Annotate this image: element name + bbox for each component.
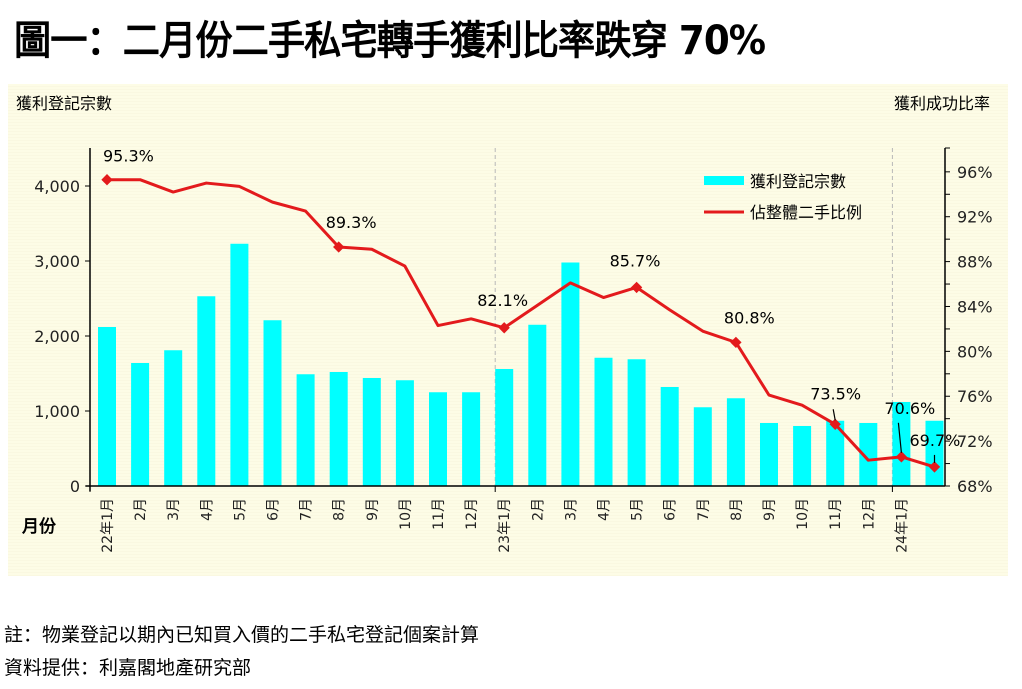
bar — [296, 374, 315, 486]
bar — [462, 392, 481, 486]
x-tick-label: 2月 — [530, 498, 546, 521]
line-marker — [333, 241, 345, 253]
line-series — [107, 178, 935, 469]
y2-tick-label: 96% — [957, 163, 993, 182]
data-label: 80.8% — [724, 308, 775, 327]
bar — [429, 392, 447, 486]
bar — [495, 369, 514, 486]
x-tick-label: 5月 — [630, 498, 646, 521]
data-label: 69.7% — [910, 431, 961, 450]
line-marker — [630, 281, 643, 294]
x-tick-label: 3月 — [166, 498, 182, 521]
y2-tick-label: 88% — [957, 253, 993, 272]
bar — [561, 262, 580, 486]
line-marker — [829, 418, 841, 430]
combo-chart: 獲利登記宗數 獲利成功比率 月份 0 1,000 2,000 3,000 4,000 68… — [16, 94, 993, 553]
x-tick-label: 7月 — [299, 498, 315, 521]
bar — [362, 378, 381, 486]
x-tick-label: 6月 — [663, 498, 679, 521]
x-tick-label: 5月 — [232, 498, 248, 521]
x-tick-label: 10月 — [398, 498, 414, 530]
bar — [760, 423, 778, 486]
x-tick-label: 3月 — [563, 498, 579, 521]
bar — [98, 327, 116, 486]
data-label: 95.3% — [103, 147, 154, 166]
x-tick-label: 23年1月 — [497, 498, 513, 553]
annotation-leader — [897, 422, 902, 453]
page-title: 圖一：二月份二手私宅轉手獲利比率跌穿 70% — [14, 18, 766, 64]
bar — [859, 423, 878, 486]
x-tick-label: 10月 — [795, 498, 811, 530]
bar — [793, 426, 812, 486]
data-label: 70.6% — [884, 399, 935, 418]
data-label: 85.7% — [610, 251, 661, 270]
bar — [329, 372, 348, 486]
y-tick-label: 4,000 — [34, 177, 80, 196]
x-tick-label: 12月 — [861, 498, 877, 530]
bar — [594, 357, 613, 486]
bar — [164, 350, 183, 486]
data-label: 73.5% — [810, 384, 861, 403]
y2-tick-label: 92% — [957, 208, 993, 227]
bar — [197, 296, 216, 486]
x-tick-label: 8月 — [332, 498, 348, 521]
line-marker — [730, 336, 742, 349]
y2-tick-label: 72% — [957, 432, 993, 451]
y2-tick-label: 76% — [957, 387, 993, 406]
y-tick-label: 3,000 — [34, 252, 80, 271]
bar — [726, 398, 745, 486]
x-tick-label: 12月 — [464, 498, 480, 530]
x-tick-label: 4月 — [199, 498, 215, 521]
bar — [693, 407, 712, 486]
right-axis-title: 獲利成功比率 — [894, 94, 990, 113]
y-tick-label: 1,000 — [34, 402, 80, 421]
legend-label: 佔整體二手比例 — [750, 203, 862, 222]
y2-tick-label: 68% — [957, 477, 993, 496]
x-tick-label: 11月 — [828, 498, 844, 530]
annotation-leader — [832, 409, 836, 421]
bar — [263, 320, 282, 486]
data-label: 82.1% — [477, 291, 528, 310]
y-tick-label: 0 — [70, 477, 80, 496]
x-tick-label: 11月 — [431, 498, 447, 530]
bar — [131, 363, 150, 486]
bar — [826, 420, 845, 486]
bar — [925, 420, 944, 486]
bar — [627, 359, 646, 486]
source-note: 資料提供：利嘉閣地產研究部 — [4, 657, 252, 679]
x-tick-label: 9月 — [762, 498, 778, 521]
line-marker — [498, 322, 510, 334]
x-tick-label: 9月 — [365, 498, 381, 521]
y-tick-label: 2,000 — [34, 327, 80, 346]
bar — [395, 380, 414, 486]
x-tick-label: 7月 — [696, 498, 712, 521]
bar — [528, 324, 547, 486]
y2-tick-label: 84% — [957, 297, 993, 316]
x-tick-label: 24年1月 — [894, 498, 910, 553]
bar — [660, 387, 679, 486]
footnote: 註：物業登記以期內已知買入價的二手私宅登記個案計算 — [4, 624, 480, 646]
chart-area: 獲利登記宗數 獲利成功比率 月份 0 1,000 2,000 3,000 4,000 68… — [8, 84, 1008, 576]
data-label: 89.3% — [326, 213, 377, 232]
x-tick-label: 2月 — [133, 498, 149, 521]
left-axis-title: 獲利登記宗數 — [16, 94, 112, 113]
bar — [892, 402, 911, 486]
y2-tick-label: 80% — [957, 342, 993, 361]
bar — [230, 243, 249, 486]
legend-label: 獲利登記宗數 — [750, 172, 846, 191]
x-tick-label: 4月 — [597, 498, 613, 521]
line-marker — [928, 461, 941, 473]
x-tick-label: 8月 — [729, 498, 745, 521]
legend-swatch-bar — [704, 176, 744, 185]
x-axis-title: 月份 — [21, 516, 57, 537]
x-tick-label: 22年1月 — [100, 498, 116, 553]
x-tick-label: 6月 — [266, 498, 282, 521]
line-marker — [101, 174, 113, 186]
line-marker — [895, 451, 908, 463]
